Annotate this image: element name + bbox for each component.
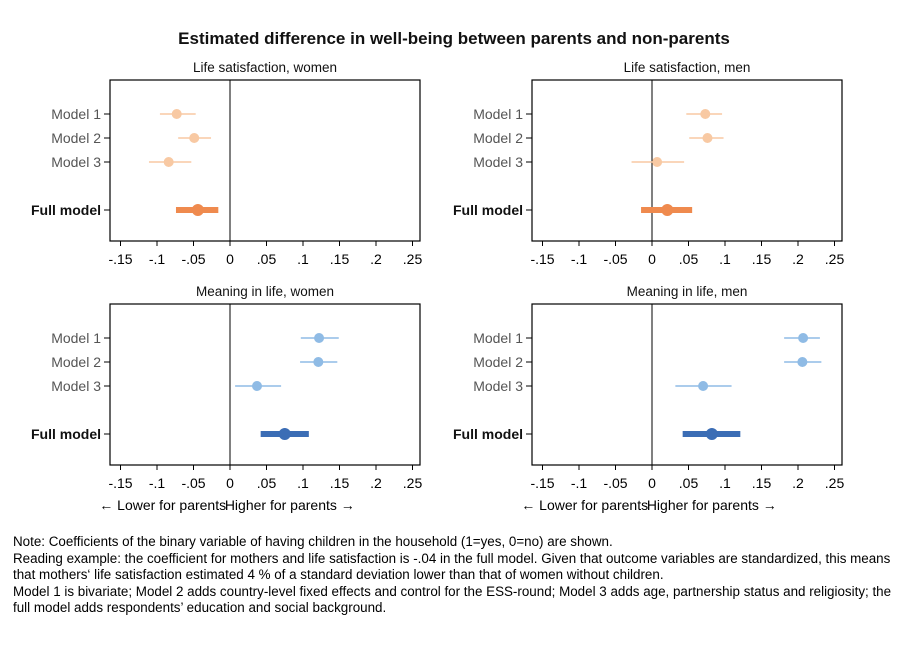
point-estimate <box>652 157 663 167</box>
point-estimate <box>705 428 718 440</box>
x-tick-label: -.05 <box>603 251 627 267</box>
x-tick-label: .25 <box>403 251 423 267</box>
x-tick-label: .15 <box>330 251 350 267</box>
x-tick-label: -.15 <box>108 475 132 491</box>
x-tick-label: .05 <box>257 251 277 267</box>
point-estimate <box>797 357 808 367</box>
x-tick-label: .2 <box>792 475 804 491</box>
x-tick-label: .05 <box>257 475 277 491</box>
x-tick-label: -.1 <box>571 475 588 491</box>
y-tick-label: Model 2 <box>51 354 101 370</box>
y-tick-label: Model 3 <box>473 378 523 394</box>
x-tick-label: -.15 <box>108 251 132 267</box>
y-tick-label: Full model <box>31 202 101 218</box>
point-estimate <box>798 333 809 343</box>
y-tick-label: Model 3 <box>51 378 101 394</box>
x-tick-label: 0 <box>648 251 656 267</box>
point-estimate <box>191 204 204 216</box>
point-estimate <box>163 157 174 167</box>
x-tick-label: 0 <box>648 475 656 491</box>
x-tick-label: .05 <box>679 475 699 491</box>
x-tick-label: .2 <box>370 475 382 491</box>
panel-title: Meaning in life, men <box>627 284 748 299</box>
y-tick-label: Model 1 <box>473 330 523 346</box>
note-line: Model 1 is bivariate; Model 2 adds count… <box>13 583 892 616</box>
x-tick-label: -.15 <box>530 475 554 491</box>
note-line: Reading example: the coefficient for mot… <box>13 550 891 583</box>
y-tick-label: Model 3 <box>51 154 101 170</box>
y-tick-label: Model 2 <box>51 130 101 146</box>
plot-frame <box>109 79 421 242</box>
point-estimate <box>702 133 713 143</box>
y-tick-label: Model 1 <box>473 106 523 122</box>
note-line: Note: Coefficients of the binary variabl… <box>13 534 613 549</box>
point-estimate <box>171 109 182 119</box>
y-tick-label: Model 1 <box>51 330 101 346</box>
x-tick-label: .1 <box>297 251 309 267</box>
panel-title: Life satisfaction, men <box>624 60 751 75</box>
x-tick-label: .15 <box>752 475 772 491</box>
x-tick-label: .05 <box>679 251 699 267</box>
x-tick-label: .25 <box>403 475 423 491</box>
plot-frame <box>109 303 421 466</box>
x-tick-label: -.05 <box>181 251 205 267</box>
panel-title: Life satisfaction, women <box>193 60 337 75</box>
direction-label-left: ← Lower for parents <box>521 497 648 513</box>
x-tick-label: .2 <box>792 251 804 267</box>
x-tick-label: -.05 <box>603 475 627 491</box>
figure-notes: Note: Coefficients of the binary variabl… <box>13 534 893 617</box>
panel-title: Meaning in life, women <box>196 284 334 299</box>
point-estimate <box>278 428 291 440</box>
y-tick-label: Model 3 <box>473 154 523 170</box>
point-estimate <box>698 381 709 391</box>
x-tick-label: .25 <box>825 475 845 491</box>
x-tick-label: -.1 <box>571 251 588 267</box>
x-tick-label: .1 <box>719 475 731 491</box>
plot-frame <box>531 303 843 466</box>
plot-frame <box>531 79 843 242</box>
x-tick-label: .2 <box>370 251 382 267</box>
x-tick-label: -.1 <box>149 251 166 267</box>
x-tick-label: .1 <box>719 251 731 267</box>
chart-title: Estimated difference in well-being betwe… <box>178 29 730 48</box>
point-estimate <box>313 357 324 367</box>
point-estimate <box>189 133 200 143</box>
x-tick-label: -.1 <box>149 475 166 491</box>
y-tick-label: Full model <box>31 426 101 442</box>
y-tick-label: Model 1 <box>51 106 101 122</box>
x-tick-label: .25 <box>825 251 845 267</box>
point-estimate <box>314 333 325 343</box>
direction-label-right: Higher for parents → <box>647 497 777 513</box>
y-tick-label: Full model <box>453 426 523 442</box>
direction-label-left: ← Lower for parents <box>99 497 226 513</box>
point-estimate <box>252 381 263 391</box>
y-tick-label: Model 2 <box>473 130 523 146</box>
direction-label-right: Higher for parents → <box>225 497 355 513</box>
y-tick-label: Model 2 <box>473 354 523 370</box>
x-tick-label: -.05 <box>181 475 205 491</box>
x-tick-label: 0 <box>226 251 234 267</box>
x-tick-label: -.15 <box>530 251 554 267</box>
x-tick-label: 0 <box>226 475 234 491</box>
x-tick-label: .15 <box>330 475 350 491</box>
x-tick-label: .15 <box>752 251 772 267</box>
x-tick-label: .1 <box>297 475 309 491</box>
y-tick-label: Full model <box>453 202 523 218</box>
point-estimate <box>661 204 674 216</box>
forest-plot-grid: Life satisfaction, women -.15 -.1 -.05 0 .05.… <box>31 60 845 513</box>
point-estimate <box>700 109 711 119</box>
